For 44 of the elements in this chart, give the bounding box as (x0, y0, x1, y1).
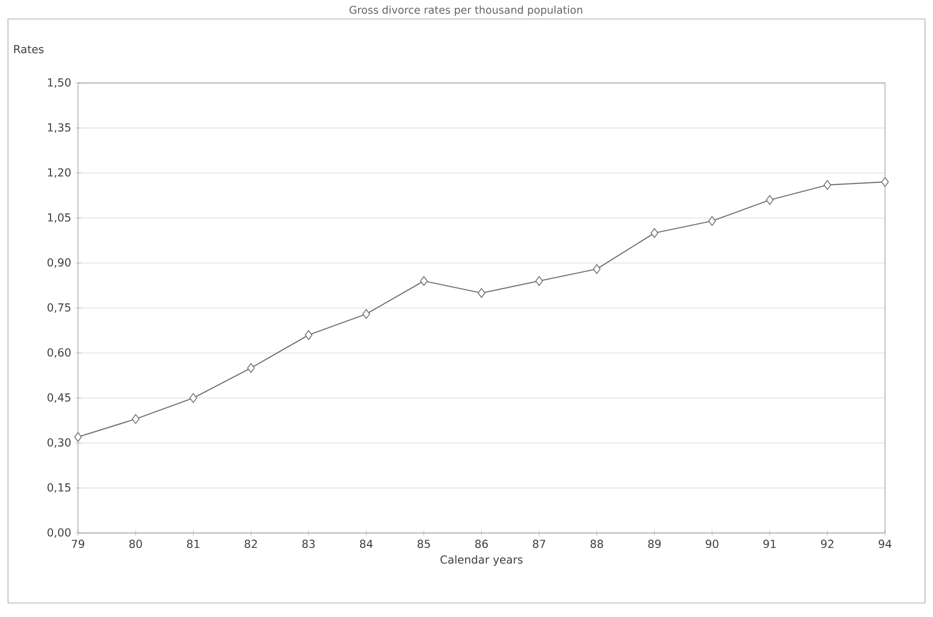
x-tick-label: 89 (648, 540, 661, 548)
y-tick-label: 0,15 (48, 483, 70, 493)
point (247, 363, 255, 373)
x-tick-label: 87 (532, 540, 546, 548)
x-tick-label: 85 (418, 540, 430, 548)
point (189, 393, 198, 403)
point (766, 195, 774, 205)
x-axis-title: Calendar years (440, 555, 523, 566)
chart-title: Gross divorce rates per thousand population (350, 6, 582, 16)
x-tick-label: 94 (878, 540, 892, 548)
point (420, 276, 428, 286)
x-tick-label: 90 (706, 540, 718, 548)
x-tick-label: 84 (360, 540, 373, 548)
point (304, 330, 312, 340)
point (592, 264, 601, 274)
point (881, 177, 889, 187)
point (535, 276, 543, 286)
y-tick-label: 0,75 (48, 303, 70, 313)
x-tick-label: 80 (129, 540, 142, 548)
point (74, 432, 82, 442)
x-tick-label: 82 (244, 540, 257, 548)
y-tick-label: 1,20 (48, 168, 71, 178)
y-tick-label: 1,05 (48, 213, 70, 223)
point (824, 180, 832, 190)
x-tick-label: 91 (763, 540, 776, 548)
x-tick-label: 79 (72, 540, 84, 548)
x-tick-label: 86 (475, 540, 488, 548)
x-tick-label: 88 (590, 540, 604, 548)
x-tick-label: 92 (821, 540, 834, 548)
point (478, 288, 486, 298)
point (708, 216, 716, 226)
y-tick-label: 0,30 (48, 438, 71, 448)
y-tick-label: 0,60 (48, 348, 71, 358)
point (362, 309, 370, 319)
y-tick-label: 1,50 (48, 78, 71, 88)
y-axis-title: Rates (14, 45, 44, 54)
y-tick-label: 0,00 (48, 528, 71, 538)
x-tick-label: 83 (302, 540, 315, 548)
y-tick-label: 0,90 (48, 258, 71, 268)
y-tick-label: 0,45 (48, 393, 70, 403)
point (132, 414, 140, 424)
y-tick-label: 1,35 (48, 123, 70, 133)
x-tick-label: 81 (187, 540, 200, 548)
point (650, 228, 658, 238)
